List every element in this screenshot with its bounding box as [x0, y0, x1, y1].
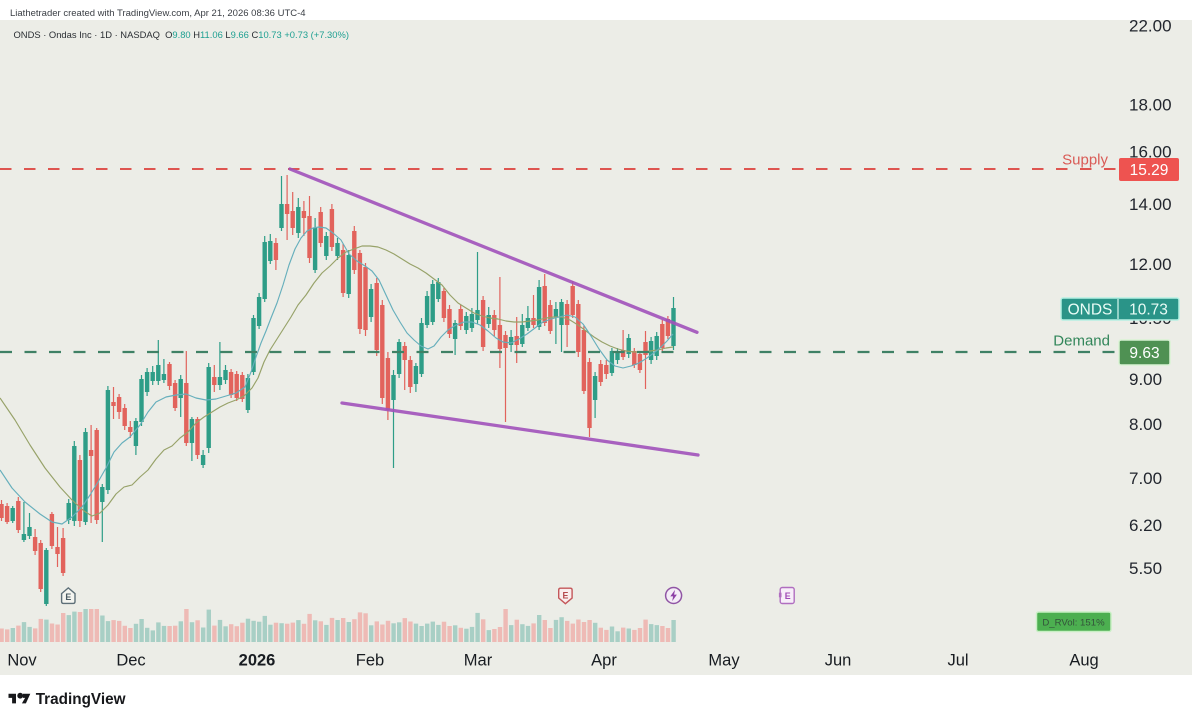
svg-text:5.50: 5.50: [1129, 559, 1162, 578]
svg-text:12.00: 12.00: [1129, 255, 1172, 274]
svg-text:Feb: Feb: [356, 652, 384, 670]
svg-text:Mar: Mar: [464, 652, 493, 670]
svg-text:22.00: 22.00: [1129, 17, 1172, 36]
svg-text:8.00: 8.00: [1129, 415, 1162, 434]
svg-text:2026: 2026: [239, 652, 276, 670]
svg-text:9.00: 9.00: [1129, 370, 1162, 389]
svg-text:16.00: 16.00: [1129, 143, 1172, 162]
svg-text:ONDS: ONDS: [1068, 302, 1113, 319]
svg-text:10.73: 10.73: [1129, 302, 1168, 319]
svg-text:Liathetrader created with Trad: Liathetrader created with TradingView.co…: [10, 8, 306, 19]
svg-text:ONDS · Ondas Inc · 1D · NASDAQ: ONDS · Ondas Inc · 1D · NASDAQ O9.80 H11…: [14, 29, 349, 40]
svg-text:9.63: 9.63: [1129, 345, 1159, 362]
svg-text:Dec: Dec: [116, 652, 145, 670]
svg-text:E: E: [785, 591, 791, 601]
svg-text:7.00: 7.00: [1129, 469, 1162, 488]
svg-text:Aug: Aug: [1069, 652, 1098, 670]
svg-text:15.29: 15.29: [1130, 162, 1169, 179]
svg-text:Jul: Jul: [947, 652, 968, 670]
svg-text:14.00: 14.00: [1129, 195, 1172, 214]
svg-text:E: E: [65, 592, 71, 602]
svg-text:Nov: Nov: [7, 652, 37, 670]
svg-text:Demand: Demand: [1053, 333, 1110, 350]
svg-text:TradingView: TradingView: [36, 691, 126, 708]
svg-text:D_RVol: 151%: D_RVol: 151%: [1042, 618, 1105, 629]
svg-text:18.00: 18.00: [1129, 96, 1172, 115]
svg-text:Jun: Jun: [825, 652, 852, 670]
svg-text:6.20: 6.20: [1129, 516, 1162, 535]
svg-text:May: May: [708, 652, 740, 670]
svg-text:E: E: [562, 590, 568, 600]
svg-text:Apr: Apr: [591, 652, 617, 670]
svg-text:Supply: Supply: [1062, 152, 1108, 169]
